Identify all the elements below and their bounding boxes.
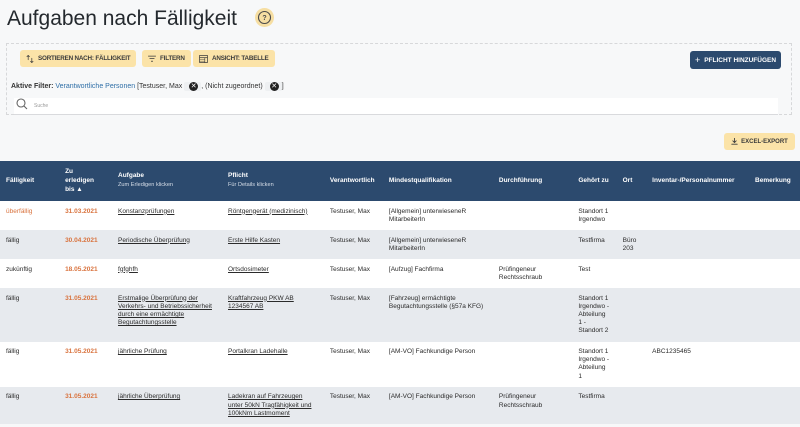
svg-text:?: ? <box>262 15 266 22</box>
